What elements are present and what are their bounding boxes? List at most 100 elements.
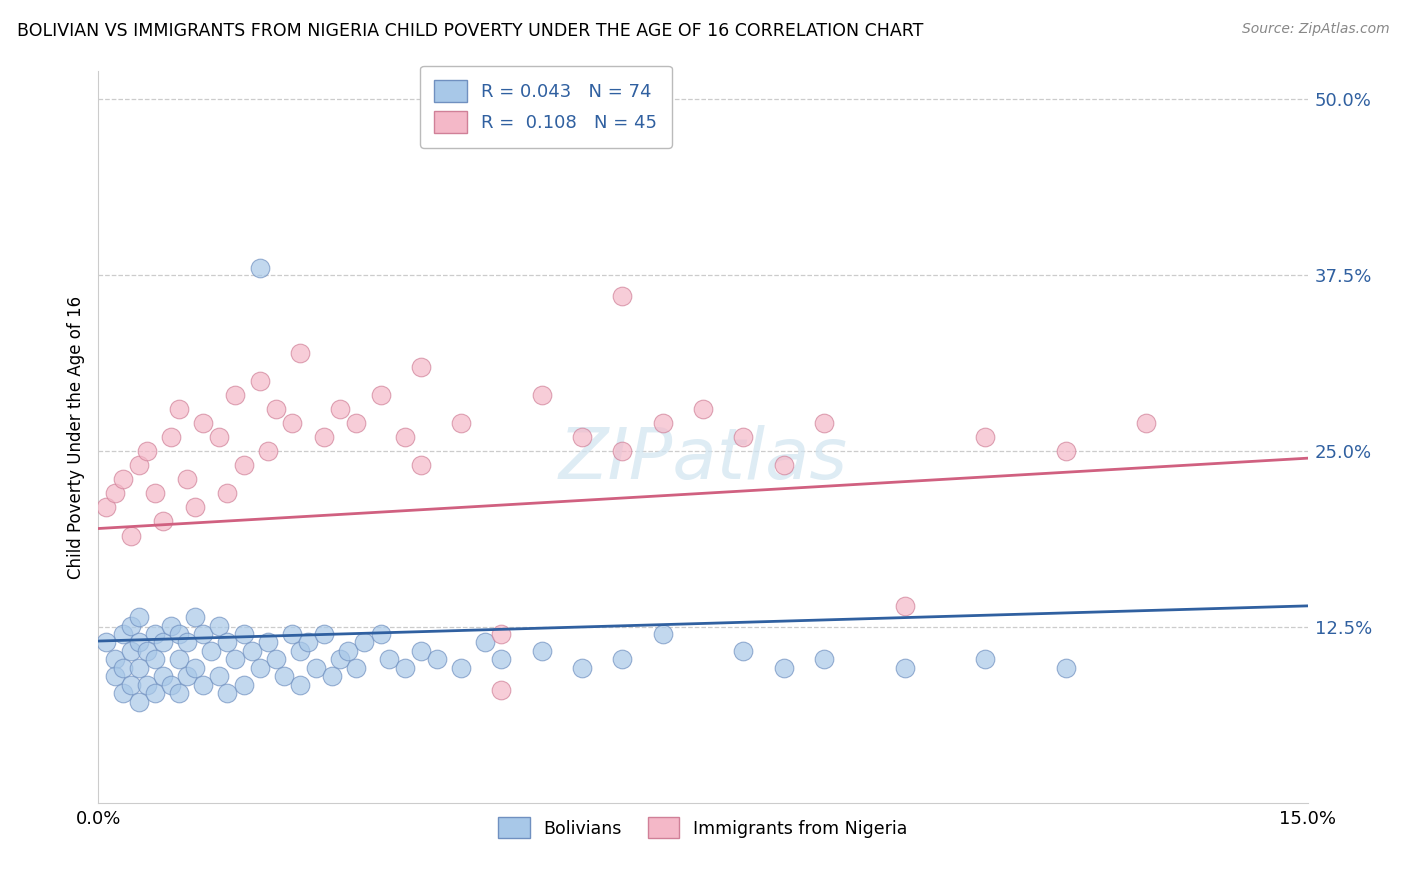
Point bbox=[96, 500, 118, 515]
Point bbox=[344, 661, 367, 675]
Point bbox=[208, 430, 231, 444]
Point bbox=[256, 444, 278, 458]
Point bbox=[450, 661, 472, 675]
Point bbox=[491, 652, 513, 666]
Point bbox=[120, 528, 142, 542]
Point bbox=[128, 610, 150, 624]
Text: BOLIVIAN VS IMMIGRANTS FROM NIGERIA CHILD POVERTY UNDER THE AGE OF 16 CORRELATIO: BOLIVIAN VS IMMIGRANTS FROM NIGERIA CHIL… bbox=[17, 22, 924, 40]
Point bbox=[143, 627, 166, 641]
Point bbox=[974, 430, 997, 444]
Point bbox=[208, 669, 231, 683]
Legend: Bolivians, Immigrants from Nigeria: Bolivians, Immigrants from Nigeria bbox=[492, 810, 914, 846]
Point bbox=[152, 515, 174, 529]
Point bbox=[692, 401, 714, 416]
Point bbox=[120, 644, 142, 658]
Point bbox=[103, 652, 125, 666]
Point bbox=[135, 644, 157, 658]
Point bbox=[491, 627, 513, 641]
Point bbox=[314, 627, 336, 641]
Point bbox=[491, 683, 513, 698]
Point bbox=[321, 669, 343, 683]
Point bbox=[143, 686, 166, 700]
Point bbox=[571, 661, 593, 675]
Point bbox=[314, 430, 336, 444]
Point bbox=[160, 618, 183, 632]
Point bbox=[409, 359, 432, 374]
Point bbox=[370, 388, 392, 402]
Point bbox=[224, 652, 246, 666]
Point bbox=[273, 669, 295, 683]
Point bbox=[200, 644, 222, 658]
Point bbox=[103, 669, 125, 683]
Point bbox=[1054, 661, 1077, 675]
Point bbox=[256, 635, 278, 649]
Point bbox=[111, 686, 134, 700]
Point bbox=[128, 458, 150, 473]
Point bbox=[329, 401, 352, 416]
Point bbox=[135, 678, 157, 692]
Point bbox=[160, 678, 183, 692]
Point bbox=[893, 661, 915, 675]
Point bbox=[288, 678, 311, 692]
Text: ZIPatlas: ZIPatlas bbox=[558, 425, 848, 493]
Point bbox=[176, 669, 198, 683]
Point bbox=[394, 430, 416, 444]
Point bbox=[264, 652, 287, 666]
Point bbox=[152, 669, 174, 683]
Point bbox=[772, 458, 794, 473]
Point bbox=[612, 652, 634, 666]
Point bbox=[184, 500, 207, 515]
Point bbox=[167, 627, 190, 641]
Point bbox=[813, 652, 835, 666]
Point bbox=[135, 444, 157, 458]
Point bbox=[305, 661, 328, 675]
Point bbox=[96, 635, 118, 649]
Point bbox=[974, 652, 997, 666]
Point bbox=[167, 686, 190, 700]
Point bbox=[232, 627, 254, 641]
Point bbox=[193, 627, 215, 641]
Point bbox=[103, 486, 125, 500]
Point bbox=[128, 694, 150, 708]
Point bbox=[167, 652, 190, 666]
Point bbox=[120, 618, 142, 632]
Point bbox=[264, 401, 287, 416]
Point bbox=[249, 261, 271, 276]
Point bbox=[426, 652, 449, 666]
Text: Source: ZipAtlas.com: Source: ZipAtlas.com bbox=[1241, 22, 1389, 37]
Point bbox=[612, 289, 634, 303]
Point bbox=[224, 388, 246, 402]
Point bbox=[232, 678, 254, 692]
Point bbox=[217, 635, 239, 649]
Point bbox=[232, 458, 254, 473]
Point bbox=[370, 627, 392, 641]
Point bbox=[143, 652, 166, 666]
Point bbox=[240, 644, 263, 658]
Point bbox=[281, 627, 304, 641]
Point bbox=[893, 599, 915, 613]
Point bbox=[281, 416, 304, 430]
Point bbox=[111, 627, 134, 641]
Point bbox=[733, 644, 755, 658]
Point bbox=[128, 661, 150, 675]
Point bbox=[152, 635, 174, 649]
Point bbox=[167, 401, 190, 416]
Point bbox=[160, 430, 183, 444]
Point bbox=[813, 416, 835, 430]
Point bbox=[409, 644, 432, 658]
Point bbox=[450, 416, 472, 430]
Point bbox=[394, 661, 416, 675]
Point bbox=[249, 661, 271, 675]
Point bbox=[772, 661, 794, 675]
Point bbox=[1054, 444, 1077, 458]
Point bbox=[353, 635, 375, 649]
Point bbox=[111, 472, 134, 486]
Point bbox=[733, 430, 755, 444]
Point bbox=[409, 458, 432, 473]
Point bbox=[1135, 416, 1157, 430]
Point bbox=[176, 635, 198, 649]
Point bbox=[530, 644, 553, 658]
Point bbox=[176, 472, 198, 486]
Point bbox=[184, 661, 207, 675]
Point bbox=[651, 416, 673, 430]
